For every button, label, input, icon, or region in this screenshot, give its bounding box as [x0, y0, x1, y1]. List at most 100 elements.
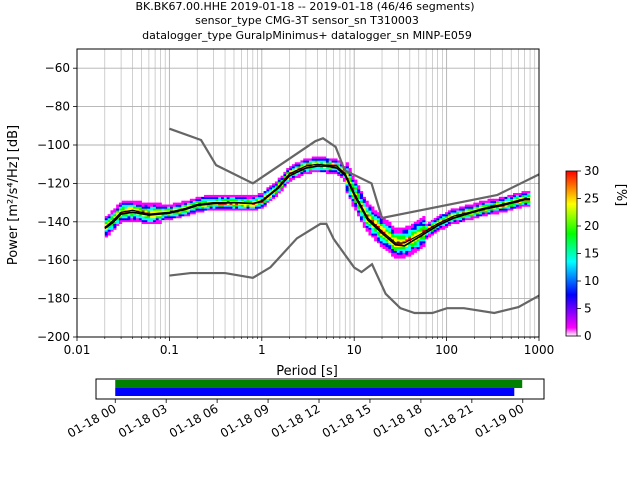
density-cell [249, 204, 253, 207]
density-cell [317, 160, 321, 163]
density-cell [249, 198, 253, 201]
density-cell [209, 194, 213, 198]
density-cell [462, 216, 466, 219]
density-cell [161, 206, 165, 209]
colorbar-ticks: 0 5 10 15 20 25 30 [577, 164, 599, 343]
density-cell [351, 185, 355, 188]
density-cell [393, 250, 398, 253]
density-cell [135, 217, 140, 221]
density-cell [359, 210, 364, 213]
density-cell [408, 231, 412, 234]
density-cell [104, 233, 108, 236]
density-cell [127, 219, 131, 223]
density-cell [410, 241, 415, 244]
density-cell [226, 204, 230, 207]
density-cell [240, 200, 245, 203]
density-cell [110, 212, 114, 215]
density-cell [371, 229, 375, 232]
density-cell [317, 156, 321, 159]
density-cell [388, 233, 392, 236]
density-cell [496, 210, 500, 213]
density-cell [212, 194, 216, 198]
density-cell [198, 206, 202, 209]
density-cell [510, 194, 514, 198]
density-cell [416, 235, 420, 238]
density-cell [232, 196, 236, 200]
density-cell [223, 204, 228, 207]
density-cell [124, 200, 128, 203]
density-cell [410, 233, 415, 236]
density-cell [504, 200, 508, 203]
density-cell [325, 160, 330, 163]
density-cell [504, 196, 508, 200]
density-cell [192, 212, 196, 215]
density-cell [487, 210, 491, 213]
density-cell [255, 198, 259, 201]
density-cell [198, 200, 202, 203]
coverage-tick-label: 01-18 06 [167, 401, 221, 440]
density-cell [402, 231, 406, 234]
density-cell [391, 235, 395, 238]
density-cell [158, 208, 162, 211]
density-cell [175, 214, 179, 217]
density-cell [374, 212, 378, 215]
density-cell [388, 235, 392, 238]
density-cell [357, 194, 361, 198]
density-cell [215, 204, 219, 207]
coverage-tick-label: 01-18 15 [320, 401, 374, 440]
density-cell [257, 193, 262, 196]
density-cell [135, 214, 140, 217]
density-cell [240, 196, 245, 200]
y-tick-label: −100 [37, 138, 70, 152]
density-cell [323, 156, 327, 159]
density-cell [181, 204, 185, 207]
density-cell [376, 212, 381, 215]
density-cell [450, 212, 454, 215]
density-cell [147, 217, 151, 221]
density-cell [396, 239, 400, 242]
density-cell [204, 200, 208, 203]
density-cell [513, 196, 517, 200]
density-cell [306, 171, 310, 175]
density-cell [127, 216, 131, 219]
density-cell [374, 219, 378, 223]
density-cell [110, 210, 114, 213]
density-cell [147, 219, 151, 223]
density-cell [484, 202, 488, 205]
density-cell [357, 196, 361, 200]
density-cell [195, 196, 199, 200]
density-cell [430, 231, 434, 234]
density-cell [226, 194, 230, 198]
x-axis-label: Period [s] [276, 364, 338, 379]
density-cell [359, 200, 364, 203]
title-line-3: datalogger_type GuralpMinimus+ datalogge… [142, 29, 472, 42]
density-cell [527, 202, 531, 205]
density-cell [158, 204, 162, 207]
density-cell [121, 206, 125, 209]
density-cell [135, 204, 140, 207]
density-cell [419, 246, 423, 249]
density-cell [218, 194, 222, 198]
density-cell [175, 216, 179, 219]
density-cell [325, 169, 330, 173]
density-cell [340, 173, 344, 177]
density-cell [235, 208, 239, 211]
density-cell [283, 175, 287, 178]
low-noise-model [169, 222, 539, 315]
density-cell [150, 216, 154, 219]
density-cell [393, 229, 398, 232]
density-cell [272, 183, 276, 186]
density-cell [201, 200, 205, 203]
density-cell [496, 212, 500, 215]
density-cell [232, 204, 236, 207]
density-cell [257, 204, 262, 207]
density-cell [291, 175, 296, 178]
density-cell [391, 225, 395, 228]
density-cell [280, 179, 284, 182]
colorbar-tick-label: 25 [584, 192, 599, 206]
density-cell [308, 171, 313, 175]
density-cell [453, 221, 457, 225]
density-cell [365, 219, 369, 223]
density-cell [410, 252, 415, 255]
density-cell [170, 216, 174, 219]
